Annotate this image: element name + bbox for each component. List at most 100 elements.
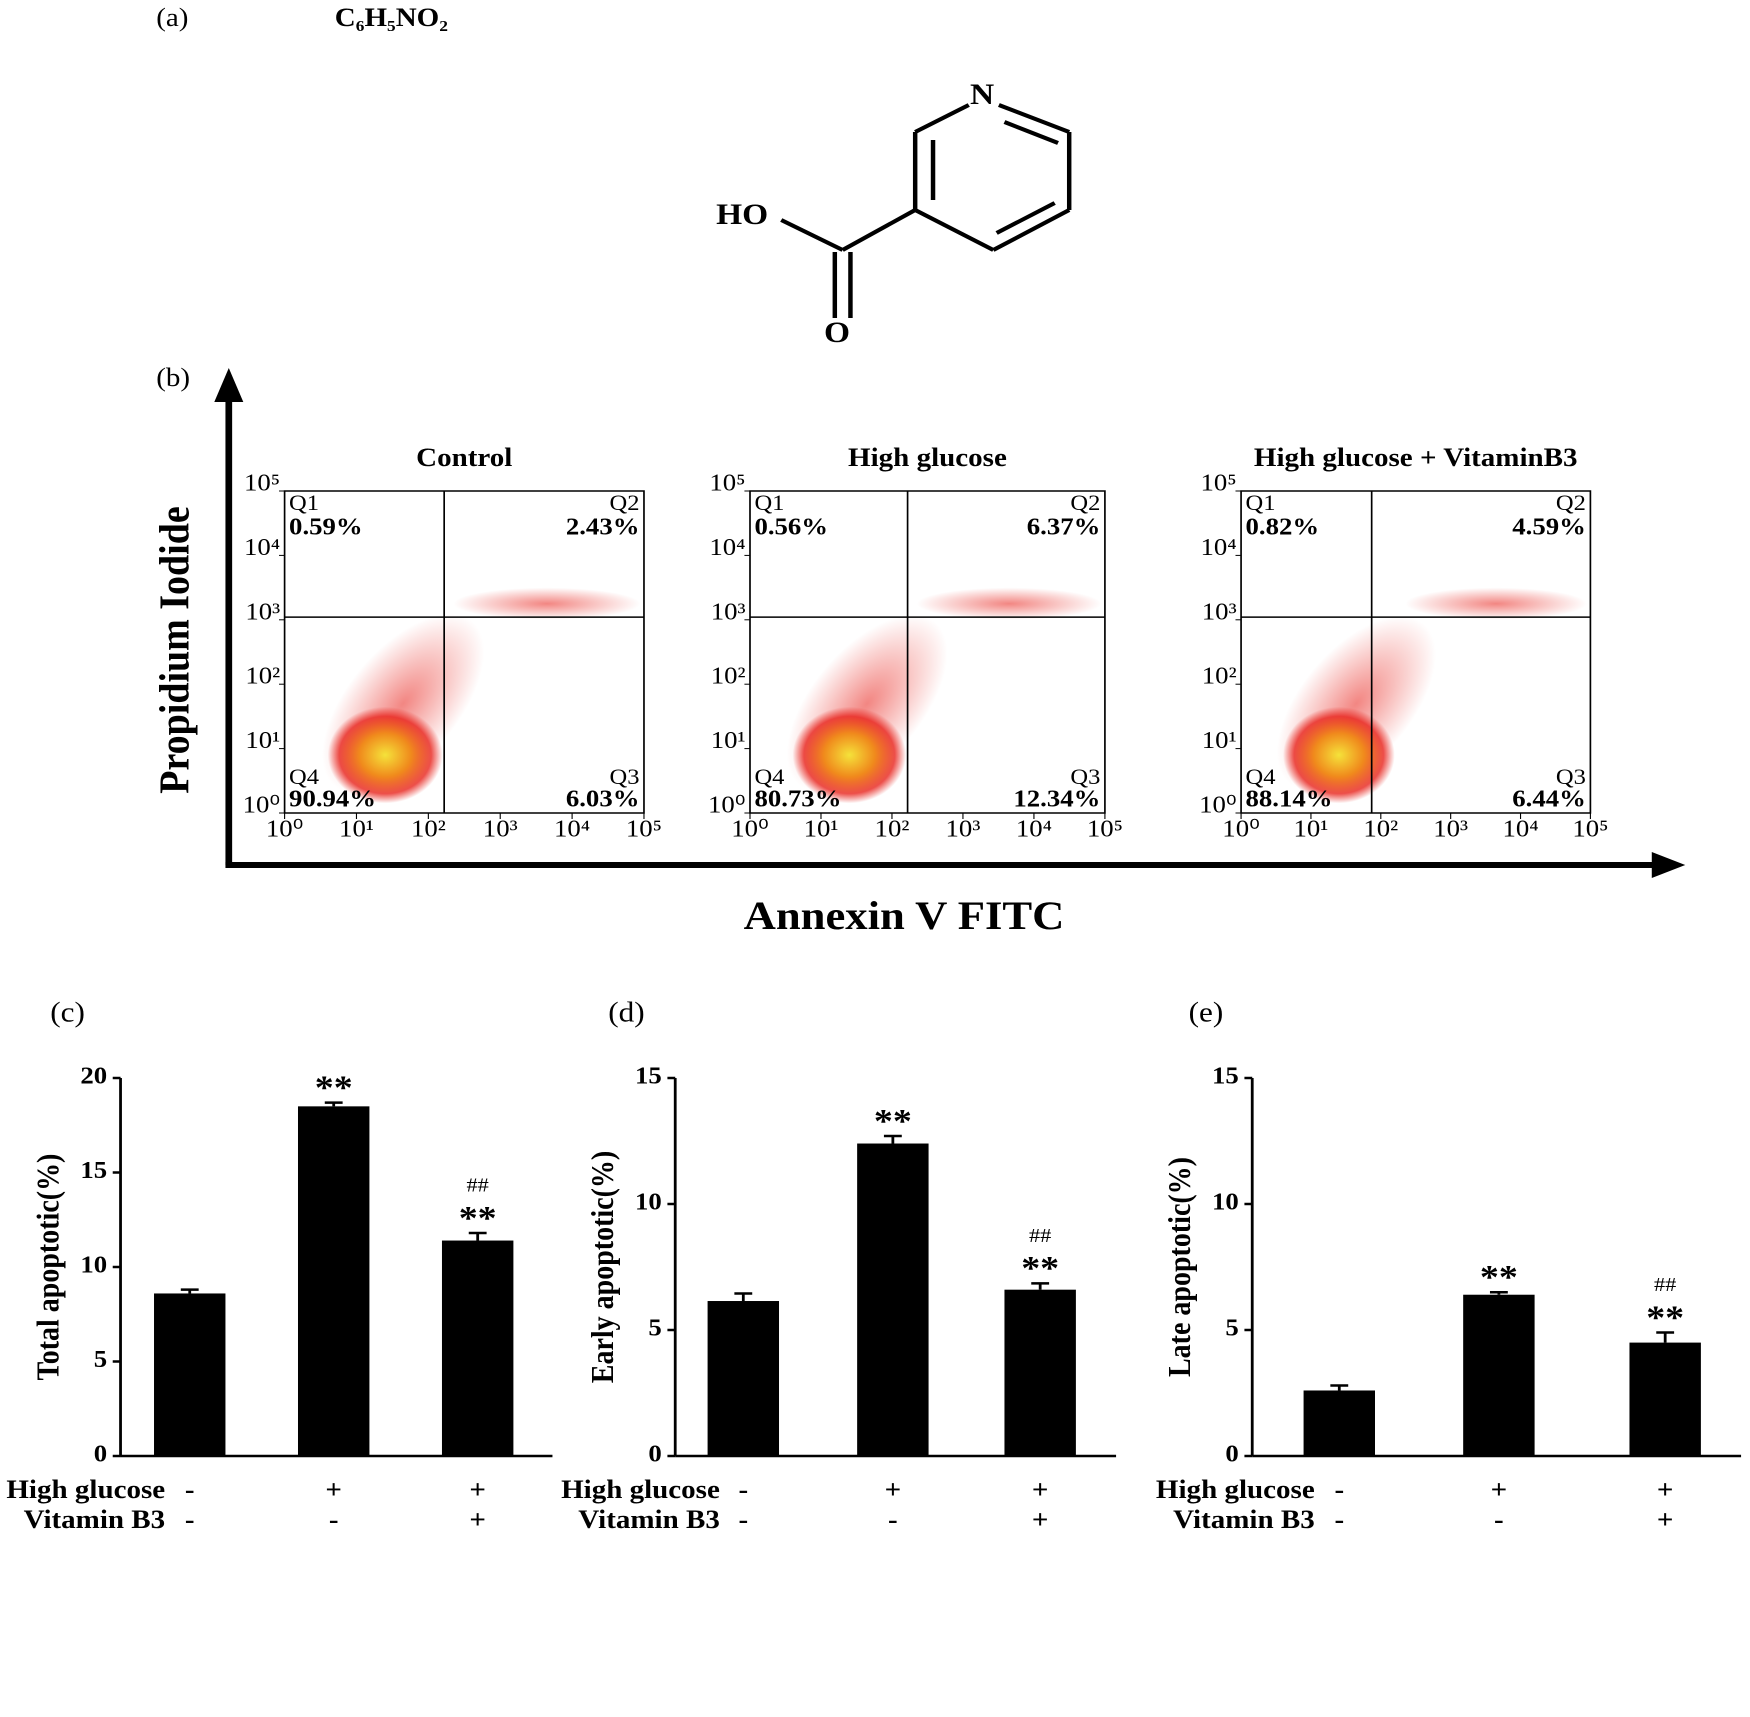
x-tick-label: 10⁵ (1572, 815, 1608, 842)
y-tick-label: 10¹ (245, 726, 280, 753)
y-tick-label: 20 (80, 1062, 107, 1089)
panel-label: (d) (608, 998, 644, 1028)
arrow-head (1651, 852, 1686, 878)
quadrant-value: 88.14% (1246, 785, 1333, 812)
y-tick-label: 0 (1225, 1440, 1238, 1467)
significance: ** (1021, 1249, 1059, 1287)
quadrant-value: 0.59% (289, 513, 363, 540)
significance: ## (467, 1174, 490, 1197)
x-tick-label: 10⁰ (1222, 815, 1260, 842)
quadrant-value: 2.43% (566, 513, 640, 540)
condition-value: - (1334, 1474, 1344, 1503)
quadrant-name: Q1 (754, 491, 784, 516)
y-tick-label: 10 (635, 1188, 662, 1215)
x-tick-label: 10⁵ (626, 815, 662, 842)
x-axis-title: Annexin V FITC (744, 894, 1065, 938)
x-tick-label: 10⁵ (1087, 815, 1123, 842)
x-tick-label: 10³ (483, 815, 518, 842)
plot-frame (283, 490, 645, 814)
condition-value: + (885, 1474, 902, 1503)
y-tick-label: 15 (80, 1156, 107, 1183)
condition-value: - (738, 1504, 748, 1533)
x-tick-label: 10³ (1433, 815, 1468, 842)
y-axis-title: Total apoptotic(%) (32, 1154, 66, 1381)
quadrant-name: Q1 (1246, 491, 1276, 516)
density-cloud (327, 706, 443, 804)
significance: ** (1480, 1258, 1518, 1296)
x-tick-label: 10¹ (804, 815, 839, 842)
density-cloud (1282, 706, 1395, 804)
bar (707, 1301, 780, 1456)
bar (297, 1106, 370, 1456)
quadrant-value: 0.82% (1246, 513, 1320, 540)
condition-name: Vitamin B3 (1173, 1504, 1315, 1533)
condition-name: Vitamin B3 (24, 1504, 166, 1533)
condition-name: High glucose (1156, 1474, 1315, 1503)
quadrant-name: Q2 (610, 491, 640, 516)
x-tick-label: 10¹ (1294, 815, 1329, 842)
condition-value: + (1032, 1474, 1049, 1503)
x-tick-label: 10⁰ (731, 815, 769, 842)
y-tick-label: 10⁰ (708, 791, 746, 818)
y-tick-label: 10 (1212, 1188, 1239, 1215)
y-axis-title: Late apoptotic(%) (1164, 1157, 1198, 1377)
plot-frame (749, 490, 1106, 814)
y-tick-label: 0 (94, 1440, 107, 1467)
x-tick-label: 10² (875, 815, 910, 842)
y-axis-title: Early apoptotic(%) (587, 1151, 621, 1383)
condition-value: + (1657, 1504, 1674, 1533)
condition-name: High glucose (561, 1474, 720, 1503)
density-cloud (453, 587, 641, 620)
condition-value: - (185, 1474, 195, 1503)
density-cloud (792, 706, 907, 804)
y-tick-label: 10² (711, 662, 746, 689)
condition-value: + (325, 1474, 342, 1503)
condition-name: High glucose (6, 1474, 165, 1503)
condition-value: - (329, 1504, 339, 1533)
x-tick-label: 10⁰ (266, 815, 304, 842)
atom-label: N (970, 77, 994, 110)
condition-value: - (738, 1474, 748, 1503)
atom-label: HO (716, 197, 768, 230)
x-tick-label: 10³ (946, 815, 981, 842)
quadrant-value: 80.73% (754, 785, 841, 812)
y-tick-label: 10¹ (1202, 726, 1237, 753)
y-tick-label: 0 (648, 1440, 661, 1467)
y-tick-label: 10⁴ (244, 533, 280, 560)
quadrant-value: 90.94% (289, 785, 376, 812)
y-tick-label: 10¹ (711, 726, 746, 753)
condition-value: - (1334, 1504, 1344, 1533)
quadrant-name: Q3 (1556, 765, 1586, 790)
panel-label: (b) (156, 362, 190, 391)
quadrant-name: Q4 (289, 765, 319, 790)
significance: ** (315, 1068, 353, 1106)
quadrant-name: Q2 (1556, 491, 1586, 516)
panel-label: (e) (1189, 998, 1224, 1028)
quadrant-name: Q1 (289, 491, 319, 516)
y-tick-label: 15 (635, 1062, 662, 1089)
plot-frame (1240, 490, 1592, 814)
y-tick-label: 10⁵ (244, 469, 280, 496)
x-tick-label: 10² (411, 815, 446, 842)
flow-title: High glucose (848, 442, 1007, 471)
y-tick-label: 10³ (245, 598, 280, 625)
condition-value: + (1657, 1474, 1674, 1503)
significance: ** (459, 1199, 497, 1237)
y-tick-label: 5 (648, 1314, 661, 1341)
quadrant-value: 12.34% (1013, 785, 1100, 812)
y-tick-label: 10³ (711, 598, 746, 625)
y-tick-label: 10⁴ (1200, 533, 1236, 560)
arrow-head (214, 368, 244, 402)
quadrant-value: 6.37% (1027, 513, 1101, 540)
y-tick-label: 10² (1202, 662, 1237, 689)
significance: ** (1646, 1298, 1684, 1336)
quadrant-name: Q3 (1070, 765, 1100, 790)
condition-value: + (469, 1474, 486, 1503)
flow-title: High glucose + VitaminB3 (1254, 442, 1578, 471)
quadrant-name: Q4 (754, 765, 784, 790)
condition-value: + (469, 1504, 486, 1533)
condition-value: + (1032, 1504, 1049, 1533)
bar (1303, 1390, 1375, 1456)
x-tick-label: 10² (1363, 815, 1398, 842)
